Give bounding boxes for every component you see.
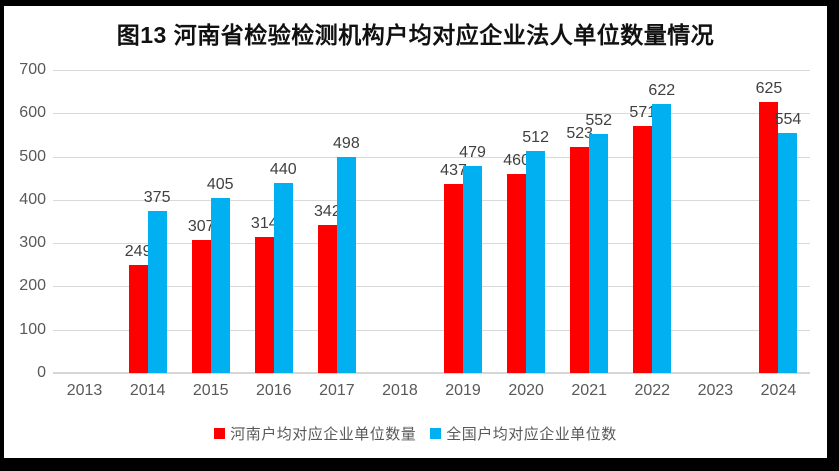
gridline bbox=[53, 329, 810, 331]
x-tick-label: 2014 bbox=[129, 382, 166, 399]
legend-swatch-red bbox=[214, 428, 226, 439]
bar-henan-2024 bbox=[759, 102, 779, 373]
bar-henan-2016 bbox=[254, 237, 274, 373]
bar-henan-2019 bbox=[444, 183, 464, 373]
legend: 河南户均对应企业单位数量 全国户均对应企业单位数 bbox=[4, 423, 827, 444]
y-tick-label: 0 bbox=[37, 364, 46, 381]
bar-national-2024 bbox=[778, 133, 798, 373]
y-tick-label: 700 bbox=[19, 61, 46, 78]
x-tick-label: 2023 bbox=[697, 382, 734, 399]
legend-label: 全国户均对应企业单位数 bbox=[446, 426, 617, 443]
x-tick-label: 2015 bbox=[192, 382, 229, 399]
chart-canvas: 图13 河南省检验检测机构户均对应企业法人单位数量情况 0 100 200 300 40… bbox=[4, 6, 827, 458]
legend-label: 河南户均对应企业单位数量 bbox=[230, 426, 417, 443]
data-label-henan-2019: 437 bbox=[440, 161, 467, 179]
bar-national-2016 bbox=[273, 182, 293, 373]
x-tick-label: 2019 bbox=[445, 382, 481, 399]
bar-henan-2015 bbox=[191, 240, 211, 373]
legend-item-national: 全国户均对应企业单位数 bbox=[430, 423, 617, 444]
x-tick-label: 2017 bbox=[319, 382, 355, 399]
data-label-henan-2022: 571 bbox=[629, 103, 657, 121]
x-tick-label: 2021 bbox=[571, 382, 607, 399]
bar-national-2020 bbox=[526, 151, 546, 373]
data-label-national-2019: 479 bbox=[459, 143, 486, 161]
data-label-national-2020: 512 bbox=[522, 129, 549, 147]
gridline bbox=[53, 199, 810, 201]
bar-henan-2022 bbox=[633, 125, 653, 373]
gridline bbox=[53, 70, 810, 71]
y-tick-label: 400 bbox=[19, 190, 46, 208]
x-tick-label: 2020 bbox=[508, 382, 544, 399]
bar-henan-2020 bbox=[507, 173, 527, 373]
bar-henan-2021 bbox=[570, 146, 590, 373]
x-tick-label: 2016 bbox=[255, 382, 292, 399]
data-label-national-2014: 375 bbox=[143, 188, 171, 206]
gridline bbox=[53, 156, 810, 158]
data-label-national-2022: 622 bbox=[648, 81, 676, 99]
data-label-henan-2021: 523 bbox=[566, 124, 594, 142]
plot-area: 0 100 200 300 400 500 600 700 2013 2014 2015 2016 20… bbox=[4, 6, 827, 458]
data-label-national-2015: 405 bbox=[206, 175, 234, 193]
data-label-henan-2015: 307 bbox=[187, 218, 215, 236]
y-tick-label: 600 bbox=[19, 104, 46, 122]
bar-national-2021 bbox=[589, 134, 609, 373]
bar-henan-2017 bbox=[317, 224, 337, 373]
data-label-national-2017: 498 bbox=[333, 135, 360, 153]
bar-national-2022 bbox=[652, 103, 672, 373]
data-label-henan-2024: 625 bbox=[755, 80, 783, 98]
data-label-national-2021: 552 bbox=[585, 112, 613, 130]
y-tick-label: 500 bbox=[19, 147, 46, 165]
data-label-henan-2014: 249 bbox=[124, 243, 152, 261]
bar-national-2015 bbox=[210, 197, 230, 373]
y-tick-label: 100 bbox=[19, 320, 46, 338]
x-tick-label: 2024 bbox=[760, 382, 797, 399]
gridline bbox=[53, 286, 810, 288]
x-tick-label: 2022 bbox=[634, 382, 671, 399]
chart-title: 图13 河南省检验检测机构户均对应企业法人单位数量情况 bbox=[116, 22, 715, 48]
gridline bbox=[53, 243, 810, 245]
bar-national-2014 bbox=[147, 210, 167, 373]
y-tick-label: 200 bbox=[19, 277, 46, 295]
legend-swatch-blue bbox=[430, 428, 442, 439]
bar-national-2019 bbox=[463, 165, 483, 373]
data-label-national-2016: 440 bbox=[269, 160, 297, 178]
data-label-henan-2017: 342 bbox=[314, 202, 341, 220]
x-axis-line bbox=[53, 372, 810, 374]
bar-henan-2014 bbox=[128, 265, 148, 373]
bar-national-2017 bbox=[336, 157, 356, 373]
legend-item-henan: 河南户均对应企业单位数量 bbox=[214, 423, 416, 444]
x-tick-label: 2013 bbox=[66, 382, 103, 399]
y-tick-label: 300 bbox=[19, 234, 46, 252]
data-label-henan-2020: 460 bbox=[503, 151, 530, 169]
data-label-national-2024: 554 bbox=[774, 111, 802, 129]
data-label-henan-2016: 314 bbox=[250, 215, 278, 233]
x-tick-label: 2018 bbox=[382, 382, 418, 399]
gridline bbox=[53, 113, 810, 115]
